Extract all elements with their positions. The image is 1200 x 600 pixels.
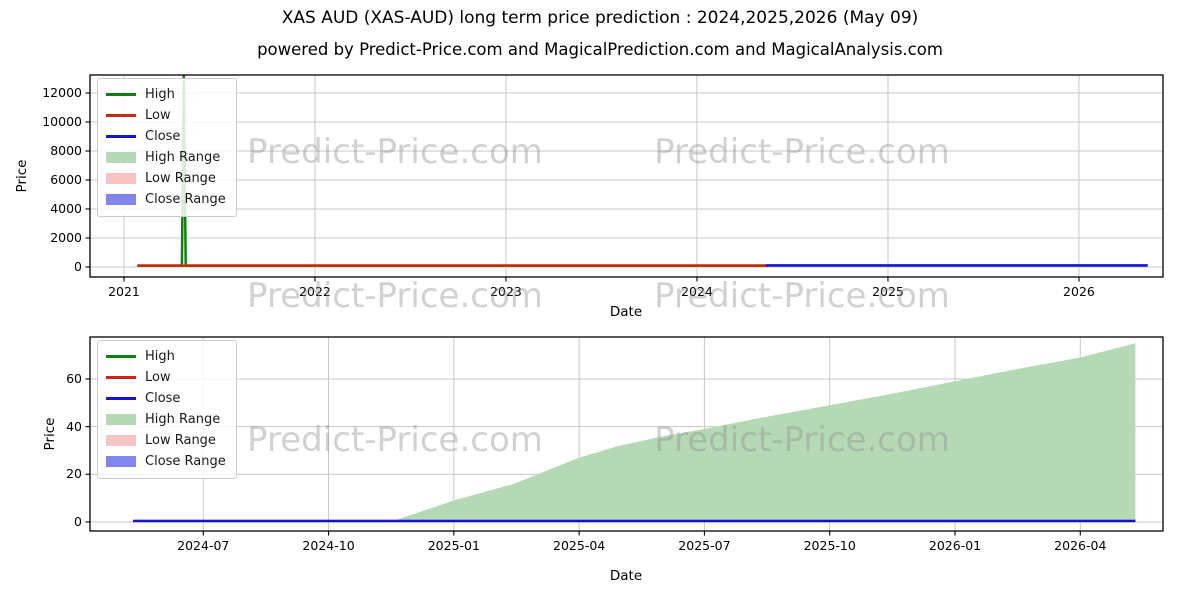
legend-label: High (145, 349, 175, 364)
legend-label: Close Range (145, 192, 226, 207)
x-tick-label: 2025-07 (678, 538, 731, 553)
top-chart-xlabel: Date (609, 304, 643, 320)
legend-line-swatch (106, 355, 136, 358)
series-area-high-range (133, 343, 1136, 522)
x-tick-label: 2021 (108, 284, 140, 299)
legend-line-swatch (106, 397, 136, 400)
legend-label: Close (145, 391, 181, 406)
x-tick-label: 2022 (299, 284, 331, 299)
x-tick-label: 2025-01 (427, 538, 480, 553)
legend-line-swatch (106, 376, 136, 379)
legend-row: Low Range (106, 430, 226, 451)
x-tick-label: 2023 (490, 284, 522, 299)
y-tick-label: 10000 (42, 113, 82, 129)
x-tick-label: 2024 (681, 284, 713, 299)
y-tick-label: 0 (74, 258, 82, 274)
legend-label: Low (145, 370, 171, 385)
y-tick-label: 8000 (50, 142, 82, 158)
legend-label: High (145, 87, 175, 102)
legend-row: Close (106, 126, 226, 147)
x-tick-label: 2025-10 (803, 538, 856, 553)
legend-line-swatch (106, 135, 136, 138)
legend-label: Close (145, 129, 181, 144)
plot-border (89, 74, 1164, 278)
bottom-chart-xlabel: Date (609, 568, 643, 584)
legend-line-swatch (106, 93, 136, 96)
legend-row: Low (106, 105, 226, 126)
legend-row: High (106, 84, 226, 105)
x-tick-label: 2026-01 (928, 538, 982, 553)
legend-patch-swatch (106, 414, 136, 425)
x-tick-label: 2025 (872, 284, 904, 299)
x-tick-label: 2025-04 (553, 538, 606, 553)
x-tick-label: 2026-04 (1054, 538, 1107, 553)
legend-label: Low (145, 108, 171, 123)
legend-label: High Range (145, 412, 221, 427)
y-tick-label: 20 (66, 466, 82, 482)
legend-line-swatch (106, 114, 136, 117)
legend-row: Low Range (106, 168, 226, 189)
legend-row: High Range (106, 147, 226, 168)
legend-row: High Range (106, 409, 226, 430)
y-tick-label: 60 (66, 370, 82, 386)
legend-label: Low Range (145, 433, 216, 448)
legend-patch-swatch (106, 152, 136, 163)
legend-label: High Range (145, 150, 221, 165)
figure-title: XAS AUD (XAS-AUD) long term price predic… (281, 8, 919, 28)
top-chart-legend: High Low Close High Range Low Range Close Ran… (97, 78, 237, 217)
legend-row: Low (106, 367, 226, 388)
plot-border (89, 336, 1164, 532)
legend-patch-swatch (106, 435, 136, 446)
y-tick-label: 2000 (50, 229, 82, 245)
figure-subtitle: powered by Predict-Price.com and Magical… (257, 40, 943, 59)
legend-patch-swatch (106, 456, 136, 467)
legend-row: Close Range (106, 189, 226, 210)
legend-label: Close Range (145, 454, 226, 469)
legend-row: Close (106, 388, 226, 409)
legend-row: High (106, 346, 226, 367)
legend-patch-swatch (106, 194, 136, 205)
x-tick-label: 2026 (1063, 284, 1095, 299)
legend-row: Close Range (106, 451, 226, 472)
x-tick-label: 2024-07 (177, 538, 230, 553)
y-tick-label: 0 (74, 513, 82, 529)
y-tick-label: 6000 (50, 171, 82, 187)
y-tick-label: 12000 (42, 84, 82, 100)
y-tick-label: 4000 (50, 200, 82, 216)
legend-label: Low Range (145, 171, 216, 186)
x-tick-label: 2024-10 (302, 538, 355, 553)
legend-patch-swatch (106, 173, 136, 184)
y-tick-label: 40 (66, 418, 82, 434)
bottom-chart-legend: High Low Close High Range Low Range Close Ran… (97, 340, 237, 479)
